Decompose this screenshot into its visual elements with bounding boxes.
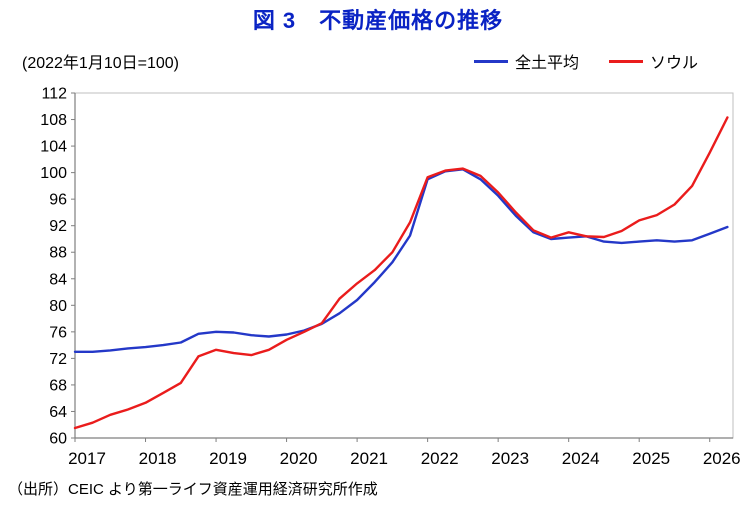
legend-label-seoul: ソウル [649, 55, 698, 72]
svg-text:72: 72 [49, 351, 67, 368]
svg-text:2021: 2021 [350, 449, 388, 468]
svg-text:2018: 2018 [139, 449, 177, 468]
svg-text:84: 84 [49, 271, 67, 288]
legend-item-national: 全土平均 [473, 49, 579, 73]
svg-text:100: 100 [40, 165, 67, 182]
svg-text:92: 92 [49, 218, 67, 235]
svg-text:112: 112 [41, 86, 67, 103]
source-note: （出所）CEIC より第一ライフ資産運用経済研究所作成 [8, 481, 378, 498]
svg-text:108: 108 [40, 112, 67, 129]
svg-text:2019: 2019 [209, 449, 247, 468]
svg-text:88: 88 [49, 245, 67, 262]
legend-line-national [473, 59, 508, 63]
svg-text:2025: 2025 [632, 449, 670, 468]
svg-text:76: 76 [49, 324, 67, 341]
svg-text:96: 96 [49, 192, 67, 209]
svg-text:60: 60 [49, 431, 67, 448]
legend-item-seoul: ソウル [608, 49, 698, 73]
index-base-note: (2022年1月10日=100) [22, 55, 179, 72]
svg-text:68: 68 [49, 377, 67, 394]
svg-text:2022: 2022 [421, 449, 459, 468]
svg-text:2020: 2020 [280, 449, 318, 468]
line-chart: 60 64 68 72 76 80 84 88 92 96 100 104 108 112 2017 2018… [40, 86, 741, 469]
svg-text:2023: 2023 [491, 449, 529, 468]
legend: 全土平均 ソウル [473, 49, 698, 73]
svg-text:80: 80 [49, 298, 67, 315]
legend-label-national: 全土平均 [514, 55, 579, 72]
svg-text:2024: 2024 [562, 449, 600, 468]
legend-line-seoul [608, 59, 643, 63]
svg-text:2017: 2017 [68, 449, 106, 468]
chart-title: 図 3 不動産価格の推移 [252, 8, 504, 33]
svg-text:64: 64 [49, 404, 67, 421]
svg-text:2026: 2026 [703, 449, 741, 468]
chart-subheader: (2022年1月10日=100) 全土平均 ソウル [0, 48, 756, 74]
svg-text:104: 104 [40, 139, 67, 156]
